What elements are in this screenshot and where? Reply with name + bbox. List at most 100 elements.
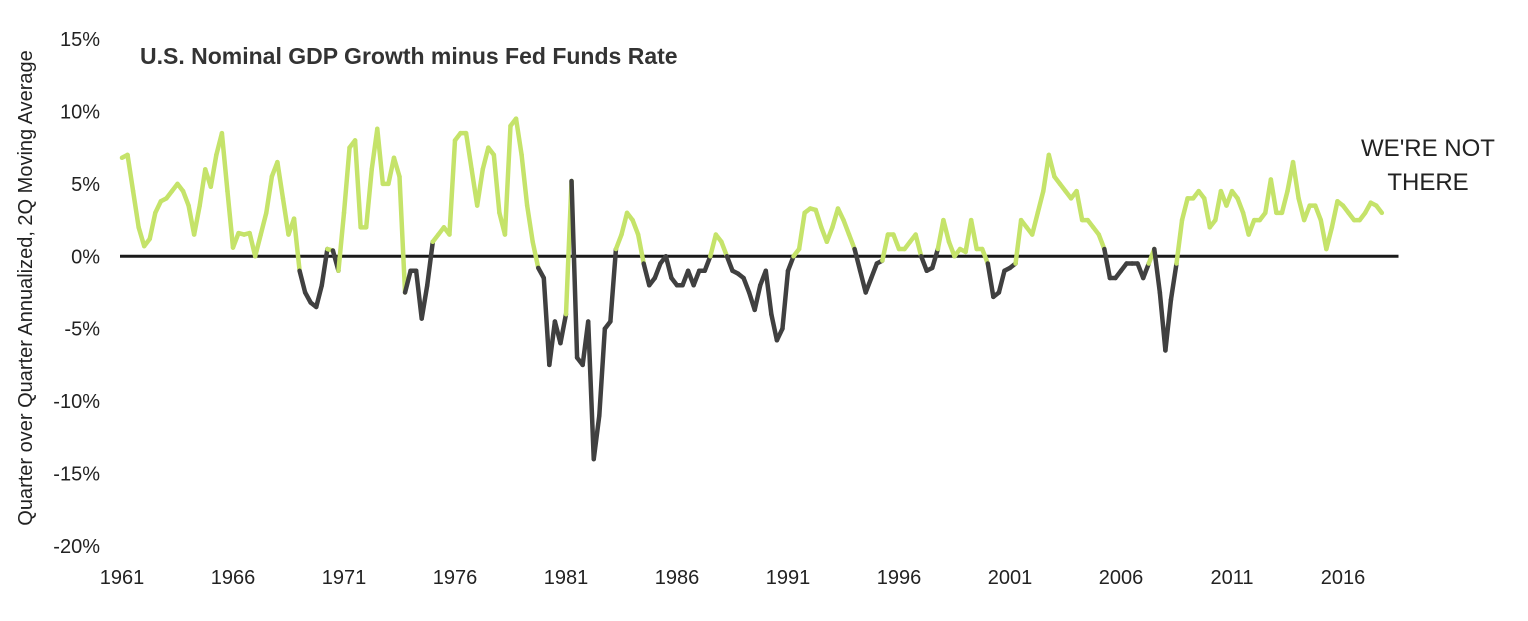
series-segment-positive [1246, 217, 1257, 237]
series-segment-positive [1179, 196, 1190, 223]
series-segment-negative [769, 311, 780, 343]
series-segment-positive [352, 138, 363, 230]
series-segment-positive [1035, 188, 1046, 216]
series-segment-positive [125, 152, 136, 194]
chart-title: U.S. Nominal GDP Growth minus Fed Funds … [140, 43, 678, 69]
series-segment-positive [1096, 232, 1107, 252]
series-segment-positive [841, 217, 852, 237]
x-tick-label: 1986 [655, 567, 700, 589]
series-segment-positive [1290, 159, 1301, 201]
series-segment-positive [275, 159, 286, 201]
series-segment-negative [985, 261, 996, 300]
y-axis-label: Quarter over Quarter Annualized, 2Q Movi… [15, 50, 37, 525]
annotation-line-2: THERE [1387, 169, 1468, 196]
series-segment-positive [513, 116, 524, 158]
series-segment-negative [702, 254, 713, 274]
series-segment-positive [375, 126, 386, 187]
series-segment-negative [541, 275, 552, 368]
y-tick-label: 15% [60, 29, 100, 51]
x-tick-label: 1971 [322, 567, 367, 589]
series-segment-positive [291, 216, 302, 274]
series-segment-positive [397, 174, 408, 295]
x-tick-label: 1981 [544, 567, 589, 589]
x-tick-label: 1966 [211, 567, 256, 589]
y-tick-label: -20% [53, 536, 100, 558]
series-segment-positive [708, 232, 719, 259]
x-tick-labels: 1961 1966 1971 1976 1981 1986 1991 1996 2001 2006… [100, 567, 1366, 589]
y-tick-label: -5% [64, 319, 100, 341]
y-tick-labels: 15% 10% 5% 0% -5% -10% -15% -20% [53, 29, 100, 558]
series-segment-positive [1046, 152, 1057, 179]
series-segment-positive [719, 239, 730, 259]
series-segment-positive [941, 217, 952, 245]
series-segment-negative [780, 268, 791, 331]
series-segment-positive [1313, 203, 1324, 223]
series-segment-positive [1329, 198, 1340, 230]
x-tick-label: 1961 [100, 567, 145, 589]
y-tick-label: 10% [60, 101, 100, 123]
series-segment-positive [219, 130, 230, 194]
series-segment-negative [724, 254, 735, 274]
y-tick-label: 0% [71, 246, 100, 268]
series-segment-positive [635, 232, 646, 266]
series-segment-negative [1168, 261, 1179, 302]
series-segment-positive [813, 207, 824, 230]
x-tick-label: 1991 [766, 567, 811, 589]
series-segment-negative [752, 283, 763, 313]
x-tick-label: 1976 [433, 567, 478, 589]
series-segment-negative [425, 239, 436, 288]
series-segment-positive [225, 188, 236, 250]
series-segment-positive [447, 138, 458, 237]
y-tick-label: -10% [53, 391, 100, 413]
series-segment-negative [863, 275, 874, 295]
series-segment-negative [691, 268, 702, 288]
series-segment-positive [1174, 217, 1185, 266]
series-segment-positive [519, 152, 530, 208]
series-segment-positive [197, 167, 208, 208]
x-tick-label: 2006 [1099, 567, 1144, 589]
series-segment-positive [130, 188, 141, 230]
series-lines [119, 116, 1385, 462]
series-segment-positive [463, 130, 474, 172]
series-segment-positive [891, 232, 902, 252]
series-segment-positive [180, 188, 191, 208]
series-segment-positive [208, 152, 219, 190]
series-segment-positive [363, 167, 374, 230]
series-segment-positive [630, 217, 641, 237]
series-segment-negative [641, 261, 652, 288]
series-segment-negative [1152, 246, 1163, 295]
series-segment-positive [1374, 203, 1385, 216]
series-segment-positive [1213, 188, 1224, 223]
series-segment-positive [968, 217, 979, 252]
series-segment-positive [1029, 210, 1040, 237]
series-segment-positive [613, 232, 624, 252]
series-segment-positive [264, 174, 275, 216]
series-segment-negative [419, 283, 430, 321]
series-segment-positive [913, 232, 924, 259]
series-segment-negative [918, 254, 929, 274]
series-segment-positive [1279, 188, 1290, 216]
series-segment-positive [391, 155, 402, 179]
series-segment-positive [824, 225, 835, 245]
series-segment-negative [1163, 297, 1174, 353]
series-segment-positive [191, 203, 202, 237]
series-segment-positive [1235, 196, 1246, 216]
series-segment-positive [480, 145, 491, 172]
series-segment-positive [252, 232, 263, 259]
series-segment-negative [547, 319, 558, 368]
series-segment-negative [1140, 261, 1151, 281]
y-tick-label: -15% [53, 464, 100, 486]
series-segment-negative [319, 246, 330, 288]
series-segment-positive [491, 152, 502, 216]
series-segment-positive [980, 246, 991, 266]
series-segment-negative [402, 268, 413, 295]
series-segment-negative [652, 261, 663, 281]
series-segment-negative [930, 246, 941, 271]
series-segment-negative [597, 326, 608, 418]
series-segment-positive [258, 210, 269, 237]
series-segment-positive [474, 167, 485, 208]
series-segment-positive [1268, 177, 1279, 216]
series-segment-negative [785, 254, 796, 274]
